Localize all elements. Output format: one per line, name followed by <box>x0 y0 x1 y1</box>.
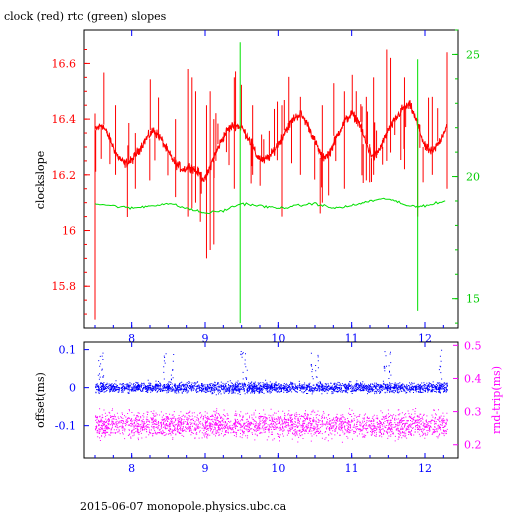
x-tick-label: 8 <box>128 332 135 345</box>
y2-tick-label: 0.2 <box>464 439 482 452</box>
y-tick-label: 16.6 <box>52 57 77 70</box>
y2-tick-label: 0.5 <box>464 339 482 352</box>
y-tick-label: -0.1 <box>55 420 76 433</box>
y-tick-label: 16.2 <box>52 169 77 182</box>
slopes-panel: 8 9 10 11 1215.81616.216.416.6152025clockslo… <box>34 29 480 345</box>
footer-text: 2015-06-07 monopole.physics.ubc.ca <box>80 500 287 512</box>
plot-frame <box>83 341 459 459</box>
y-axis-label: offset(ms) <box>34 372 47 428</box>
x-tick-label: 10 <box>271 462 285 475</box>
x-tick-label: 9 <box>202 332 209 345</box>
y-tick-label: 0.1 <box>59 344 77 357</box>
offset-points <box>95 349 448 396</box>
y2-tick-label: 0.4 <box>464 372 482 385</box>
y2-tick-label: 0.3 <box>464 406 482 419</box>
x-tick-label: 11 <box>345 462 359 475</box>
y-tick-label: 16.4 <box>52 113 77 126</box>
y2-tick-label: 20 <box>466 171 480 184</box>
y2-axis-label: rnd-trip(ms) <box>490 366 503 434</box>
clock-series-line <box>94 100 448 183</box>
y-tick-label: 16 <box>62 225 76 238</box>
y2-tick-label: 15 <box>466 293 480 306</box>
rndtrip-points <box>95 408 448 443</box>
y2-tick-label: 25 <box>466 48 480 61</box>
x-tick-label: 8 <box>128 462 135 475</box>
chart-title: clock (red) rtc (green) slopes <box>4 10 167 23</box>
rtc-series-line <box>94 197 446 215</box>
y-tick-label: 15.8 <box>52 280 77 293</box>
offsets-panel: 8 9 10 11 12 0.1 0 -0.1 0.5 0.4 0.3 0.2 offset(ms) rn… <box>34 339 503 475</box>
y-axis-label: clockslope <box>34 151 47 209</box>
x-tick-label: 12 <box>418 462 432 475</box>
plot-frame <box>83 29 459 329</box>
x-tick-label: 9 <box>202 462 209 475</box>
y-tick-label: 0 <box>69 382 76 395</box>
